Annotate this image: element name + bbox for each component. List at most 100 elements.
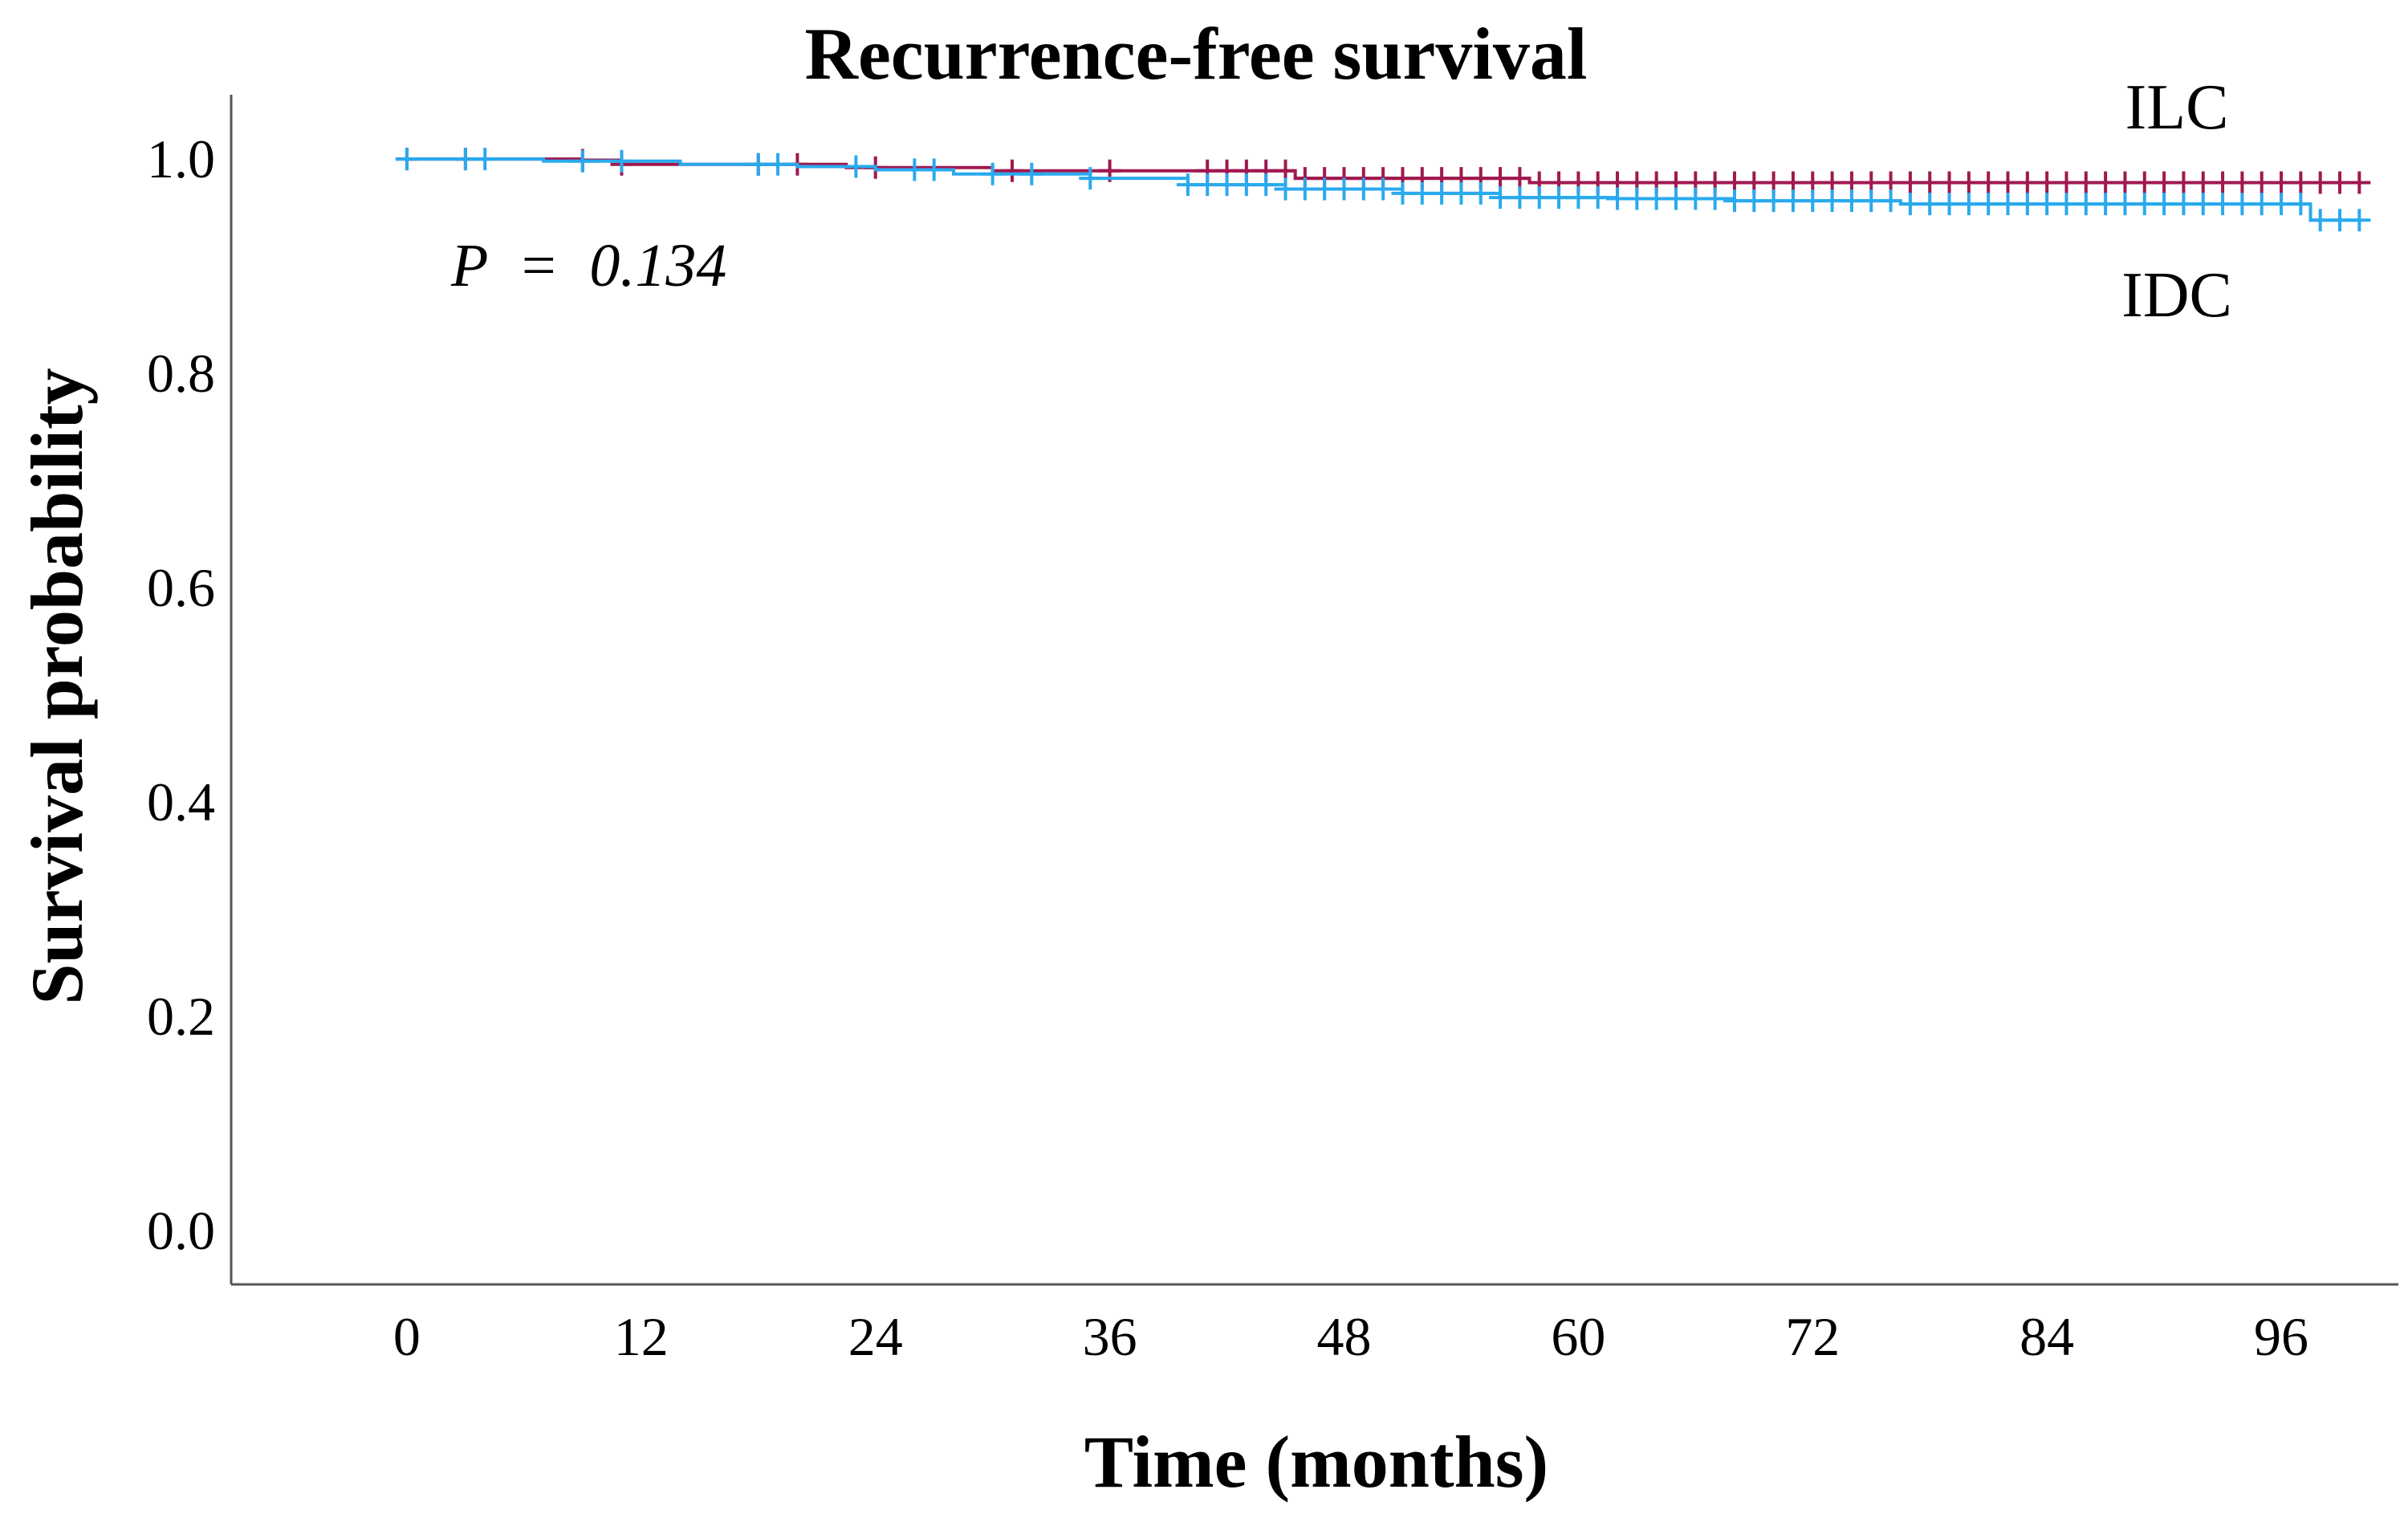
x-tick-label: 96 (2254, 1306, 2308, 1367)
censor-mark-idc (1918, 193, 1942, 216)
censor-mark-ilc (2113, 171, 2137, 194)
censor-mark-ilc (2094, 171, 2117, 194)
censor-mark-ilc (2329, 171, 2352, 194)
y-tick-label: 0.0 (147, 1200, 215, 1261)
censor-mark-idc (1938, 193, 1961, 216)
y-tick-label: 0.4 (147, 771, 215, 832)
censor-mark-idc (1684, 187, 1707, 210)
censor-mark-ilc (2015, 171, 2039, 194)
censor-mark-ilc (1489, 167, 1512, 190)
censor-mark-idc (1352, 177, 1375, 201)
censor-mark-ilc (2191, 171, 2215, 194)
censor-mark-idc (981, 162, 1004, 185)
censor-mark-idc (1196, 173, 1219, 197)
censor-mark-idc (1820, 189, 1844, 213)
censor-mark-idc (1567, 186, 1590, 210)
x-tick-label: 36 (1083, 1306, 1137, 1367)
y-tick-label: 0.8 (147, 343, 215, 404)
censor-mark-idc (1274, 177, 1297, 201)
censor-mark-idc (1489, 186, 1512, 210)
censor-mark-idc (1293, 177, 1316, 201)
censor-mark-idc (2094, 193, 2117, 216)
censor-mark-idc (571, 149, 594, 173)
censor-mark-ilc (2270, 171, 2293, 194)
censor-mark-idc (1527, 186, 1551, 210)
y-tick-label: 0.6 (147, 557, 215, 618)
chart-title: Recurrence-free survival (805, 13, 1588, 95)
censor-mark-idc (1665, 187, 1687, 210)
censor-mark-idc (2250, 193, 2273, 216)
censor-mark-ilc (2250, 171, 2273, 194)
censor-mark-ilc (2289, 171, 2312, 194)
censor-mark-idc (1879, 189, 1902, 213)
censor-mark-idc (1391, 181, 1414, 205)
x-axis-title: Time (months) (1084, 1421, 1548, 1503)
censor-mark-idc (1996, 193, 2020, 216)
censor-mark-ilc (1918, 171, 1942, 194)
censor-mark-idc (610, 149, 633, 173)
censor-mark-ilc (1996, 171, 2020, 194)
censor-mark-idc (1586, 186, 1609, 210)
censor-mark-idc (1860, 189, 1883, 213)
plot-area: 0 12 24 36 48 60 72 84 96 0.0 0.2 0.4 0.6 0.8 1.0 (147, 95, 2398, 1367)
censor-mark-idc (1176, 173, 1199, 197)
censor-mark-idc (2133, 193, 2156, 216)
censor-mark-ilc (1957, 171, 1980, 194)
censor-mark-idc (1840, 189, 1863, 213)
censor-mark-ilc (2036, 171, 2059, 194)
x-tick-label: 84 (2020, 1306, 2074, 1367)
censor-mark-ilc (2172, 171, 2195, 194)
censor-mark-ilc (2055, 171, 2078, 194)
x-tick-label: 24 (848, 1306, 903, 1367)
censor-mark-idc (1625, 187, 1649, 210)
censor-mark-ilc (1508, 167, 1531, 190)
censor-mark-ilc (1938, 171, 1961, 194)
censor-mark-idc (2015, 193, 2039, 216)
censor-mark-idc (2113, 193, 2137, 216)
censor-mark-ilc (2133, 171, 2156, 194)
censor-mark-idc (1255, 173, 1278, 197)
censor-mark-idc (1606, 187, 1629, 210)
censor-mark-ilc (2231, 171, 2254, 194)
censor-mark-ilc (2074, 171, 2097, 194)
censor-mark-idc (1410, 181, 1434, 205)
censor-mark-ilc (1000, 159, 1023, 182)
censor-mark-idc (2270, 193, 2293, 216)
censor-mark-idc (1313, 177, 1336, 201)
censor-mark-idc (767, 153, 790, 176)
x-tick-label: 0 (393, 1306, 421, 1367)
censor-mark-idc (922, 158, 946, 181)
censor-mark-idc (1898, 193, 1922, 216)
censor-mark-idc (2231, 193, 2254, 216)
censor-mark-idc (1743, 189, 1766, 213)
censor-mark-ilc (2211, 171, 2235, 194)
censor-mark-ilc (1898, 171, 1922, 194)
censor-mark-idc (1332, 177, 1356, 201)
censor-mark-idc (1469, 181, 1492, 205)
censor-mark-idc (746, 153, 770, 176)
x-tick-label: 72 (1785, 1306, 1840, 1367)
ilc-label: ILC (2125, 72, 2229, 143)
censor-mark-idc (1020, 162, 1043, 185)
censor-mark-ilc (2348, 171, 2371, 194)
censor-mark-idc (1801, 189, 1824, 213)
censor-mark-idc (2348, 209, 2371, 232)
y-axis-title: Survival probability (16, 368, 98, 1004)
p-value-annotation: P = 0.134 (450, 232, 726, 299)
censor-mark-idc (1430, 181, 1454, 205)
censor-mark-idc (903, 158, 926, 181)
censor-mark-idc (2074, 193, 2097, 216)
censor-mark-idc (2153, 193, 2176, 216)
censor-mark-idc (1215, 173, 1239, 197)
censor-mark-ilc (2153, 171, 2176, 194)
censor-mark-idc (2172, 193, 2195, 216)
censor-mark-idc (395, 148, 418, 171)
censor-mark-idc (1450, 181, 1473, 205)
x-tick-label: 60 (1551, 1306, 1605, 1367)
censor-mark-idc (2055, 193, 2078, 216)
censor-mark-idc (2329, 209, 2352, 232)
censor-mark-idc (2289, 193, 2312, 216)
censor-mark-idc (2036, 193, 2059, 216)
x-tick-label: 48 (1316, 1306, 1371, 1367)
